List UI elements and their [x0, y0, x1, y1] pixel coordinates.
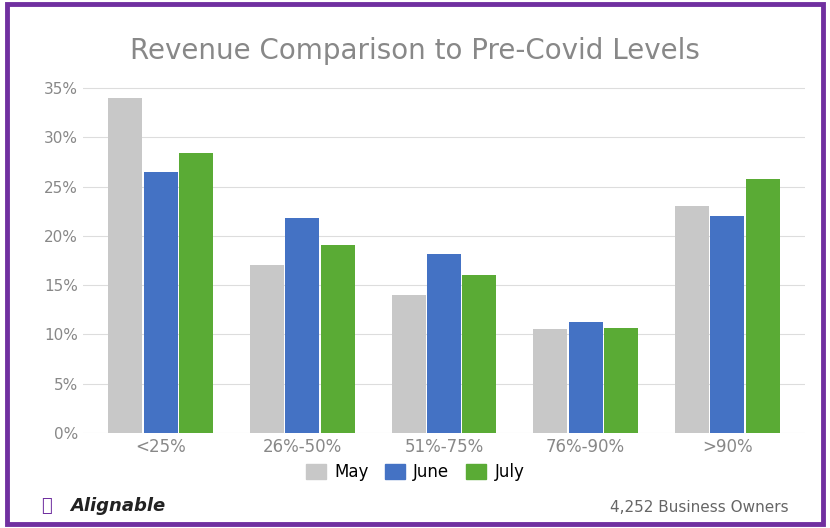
Bar	[392, 295, 426, 433]
Text: 4,252 Business Owners: 4,252 Business Owners	[610, 500, 788, 515]
Bar	[533, 329, 567, 433]
Bar	[745, 178, 779, 433]
Bar	[109, 98, 143, 433]
Text: Ⓐ: Ⓐ	[42, 497, 52, 515]
Legend: May, June, July: May, June, July	[299, 457, 531, 488]
Text: Revenue Comparison to Pre-Covid Levels: Revenue Comparison to Pre-Covid Levels	[130, 37, 700, 65]
Bar	[675, 206, 709, 433]
Bar	[286, 218, 320, 433]
Bar	[144, 172, 178, 433]
Bar	[427, 253, 461, 433]
Bar	[604, 328, 638, 433]
Bar	[462, 275, 496, 433]
Bar	[250, 266, 284, 433]
Bar	[710, 216, 745, 433]
Text: Alignable: Alignable	[71, 497, 166, 515]
Bar	[179, 153, 213, 433]
Bar	[321, 244, 355, 433]
Bar	[569, 322, 603, 433]
